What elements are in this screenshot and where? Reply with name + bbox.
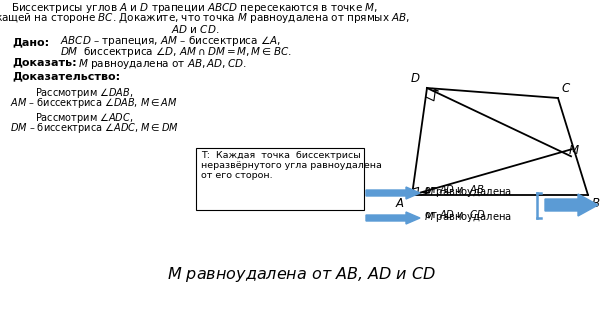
- Text: $AD$ и $CD$.: $AD$ и $CD$.: [171, 23, 219, 35]
- Text: Биссектрисы углов $A$ и $D$ трапеции $ABCD$ пересекаются в точке $M$,: Биссектрисы углов $A$ и $D$ трапеции $AB…: [11, 1, 379, 15]
- Text: Т:  Каждая  точка  биссектрисы: Т: Каждая точка биссектрисы: [201, 151, 361, 160]
- Text: $AM$ – биссектриса $\angle DAB$, $M \in AM$: $AM$ – биссектриса $\angle DAB$, $M \in …: [10, 96, 178, 110]
- Text: $M$ равноудалена от $AB, AD, CD$.: $M$ равноудалена от $AB, AD, CD$.: [78, 57, 246, 71]
- Text: $M$: $M$: [568, 143, 580, 156]
- Text: $ABCD$ – трапеция, $AM$ – биссектриса $\angle A$,: $ABCD$ – трапеция, $AM$ – биссектриса $\…: [60, 34, 281, 48]
- Text: Доказать:: Доказать:: [12, 57, 77, 67]
- Text: $M$ равноудалена: $M$ равноудалена: [424, 185, 512, 199]
- Text: Рассмотрим $\angle ADC$,: Рассмотрим $\angle ADC$,: [35, 111, 133, 125]
- Polygon shape: [545, 194, 598, 216]
- Text: $C$: $C$: [561, 82, 571, 95]
- Polygon shape: [366, 212, 420, 224]
- Text: от $AD$ и  $AB$: от $AD$ и $AB$: [424, 183, 485, 195]
- Text: $A$: $A$: [395, 197, 405, 210]
- Text: лежащей на стороне $BC$. Докажите, что точка $M$ равноудалена от прямых $AB$,: лежащей на стороне $BC$. Докажите, что т…: [0, 12, 411, 25]
- Text: $D$: $D$: [410, 72, 420, 85]
- Text: $M$ равноудалена: $M$ равноудалена: [424, 210, 512, 224]
- Text: Дано:: Дано:: [12, 37, 49, 47]
- Bar: [196, 148, 364, 210]
- Text: Рассмотрим $\angle DAB$,: Рассмотрим $\angle DAB$,: [35, 86, 133, 100]
- Text: $B$: $B$: [591, 197, 600, 210]
- Text: Доказательство:: Доказательство:: [12, 71, 120, 81]
- Text: от его сторон.: от его сторон.: [201, 171, 272, 180]
- Polygon shape: [366, 187, 420, 199]
- Text: $DM$  биссектриса $\angle D$, $AM \cap DM = M, M \in BC$.: $DM$ биссектриса $\angle D$, $AM \cap DM…: [60, 45, 292, 59]
- Text: $DM$ – биссектриса $\angle ADC$, $M \in DM$: $DM$ – биссектриса $\angle ADC$, $M \in …: [10, 121, 179, 135]
- Text: неразвёрнутого угла равноудалена: неразвёрнутого угла равноудалена: [201, 161, 382, 170]
- Text: $M$ равноудалена от $AB$, $AD$ и $CD$: $M$ равноудалена от $AB$, $AD$ и $CD$: [167, 266, 437, 284]
- Text: от $AD$ и  $CD$: от $AD$ и $CD$: [424, 208, 486, 220]
